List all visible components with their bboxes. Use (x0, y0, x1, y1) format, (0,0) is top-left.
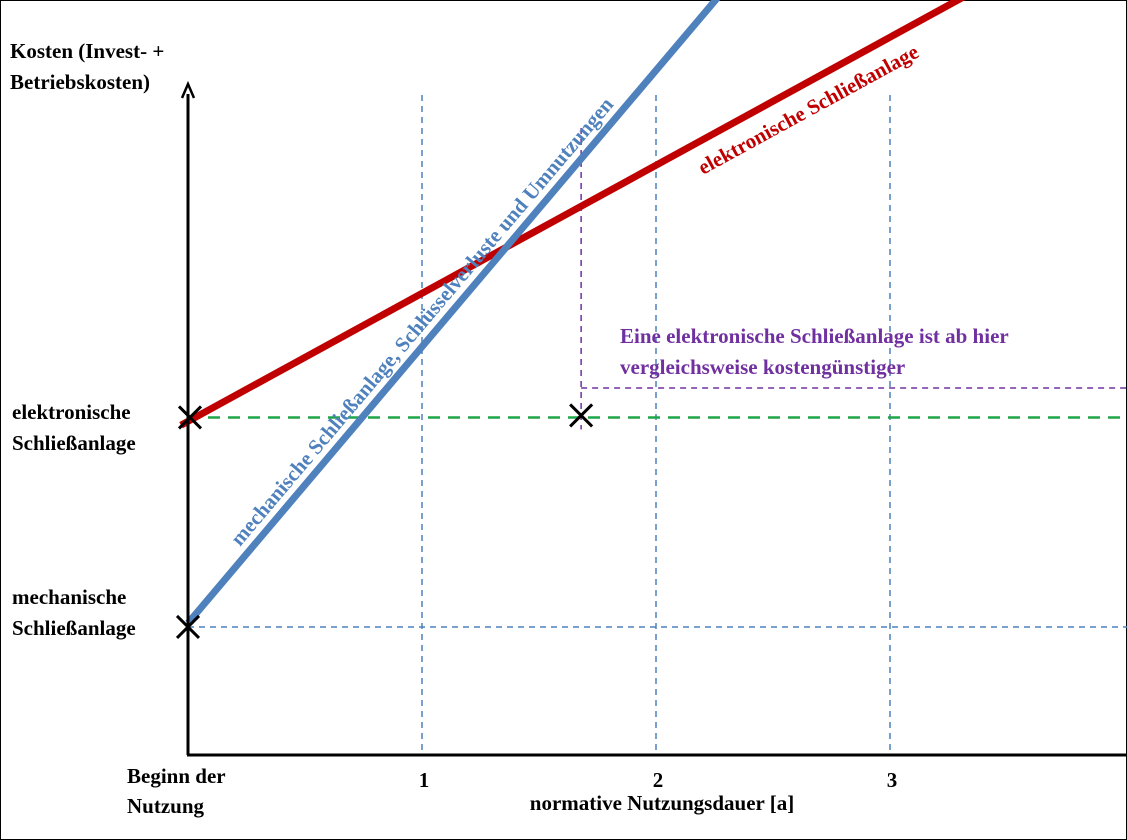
break-even-annotation-line-2: vergleichsweise kostengünstiger (620, 355, 905, 379)
electronic-start-marker (177, 405, 203, 430)
x-tick-label-3: 3 (887, 768, 898, 792)
x-start-label-line-2: Nutzung (127, 794, 205, 818)
electronic-series-line (179, 0, 966, 429)
mechanical-level-label-line-2: Schließanlage (12, 616, 136, 640)
break-even-annotation-line-1: Eine elektronische Schließanlage ist ab … (620, 324, 1009, 348)
x-start-label-line-1: Beginn der (127, 764, 226, 788)
electronic-level-label-line-2: Schließanlage (12, 431, 136, 455)
x-tick-label-2: 2 (653, 768, 664, 792)
x-tick-label-1: 1 (419, 768, 430, 792)
y-axis-title-line-2: Betriebskosten) (10, 70, 150, 94)
electronic-level-label-line-1: elektronische (12, 400, 131, 424)
x-axis-title: normative Nutzungsdauer [a] (530, 791, 794, 815)
break-even-marker (569, 403, 594, 428)
y-axis-arrow (180, 80, 196, 99)
mechanical-start-marker (175, 614, 201, 640)
mechanical-level-label-line-1: mechanische (12, 585, 126, 609)
y-axis-title-line-1: Kosten (Invest- + (10, 39, 164, 63)
mechanical-series-line (185, 0, 721, 626)
